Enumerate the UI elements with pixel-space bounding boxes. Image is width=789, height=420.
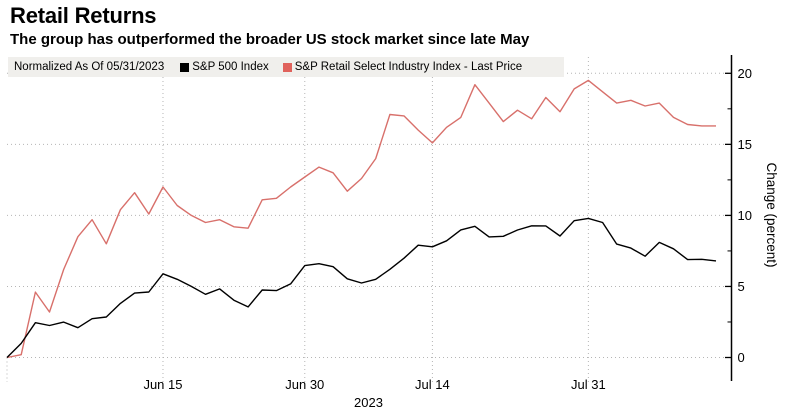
year-label: 2023 bbox=[354, 395, 383, 410]
sp500-swatch-icon bbox=[180, 62, 190, 72]
y-tick-label: 15 bbox=[738, 137, 752, 152]
legend-item-label: S&P Retail Select Industry Index - Last … bbox=[294, 61, 523, 73]
legend-normalized-label: Normalized As Of 05/31/2023 bbox=[14, 61, 165, 73]
x-tick-label: Jun 30 bbox=[285, 377, 324, 392]
x-tick-label: Jun 15 bbox=[143, 377, 182, 392]
series-line-sp500 bbox=[6, 217, 717, 358]
y-axis-title: Change (percent) bbox=[764, 162, 779, 267]
y-tick-label: 10 bbox=[738, 208, 752, 223]
legend-item-sp500: S&P 500 Index bbox=[180, 61, 269, 73]
y-tick-label: 0 bbox=[738, 350, 745, 365]
x-tick-label: Jul 14 bbox=[415, 377, 450, 392]
legend-item-retail: S&P Retail Select Industry Index - Last … bbox=[282, 61, 523, 73]
y-tick-label: 5 bbox=[738, 279, 745, 294]
chart-subtitle: The group has outperformed the broader U… bbox=[10, 31, 530, 48]
retail-swatch-icon bbox=[282, 62, 292, 72]
page-title: Retail Returns bbox=[10, 3, 157, 28]
legend-bar: Normalized As Of 05/31/2023 S&P 500 Inde… bbox=[8, 57, 564, 77]
x-tick-label: Jul 31 bbox=[571, 377, 606, 392]
y-tick-label: 20 bbox=[738, 66, 752, 81]
legend-item-label: S&P 500 Index bbox=[192, 61, 269, 73]
series-line-retail bbox=[6, 79, 716, 359]
